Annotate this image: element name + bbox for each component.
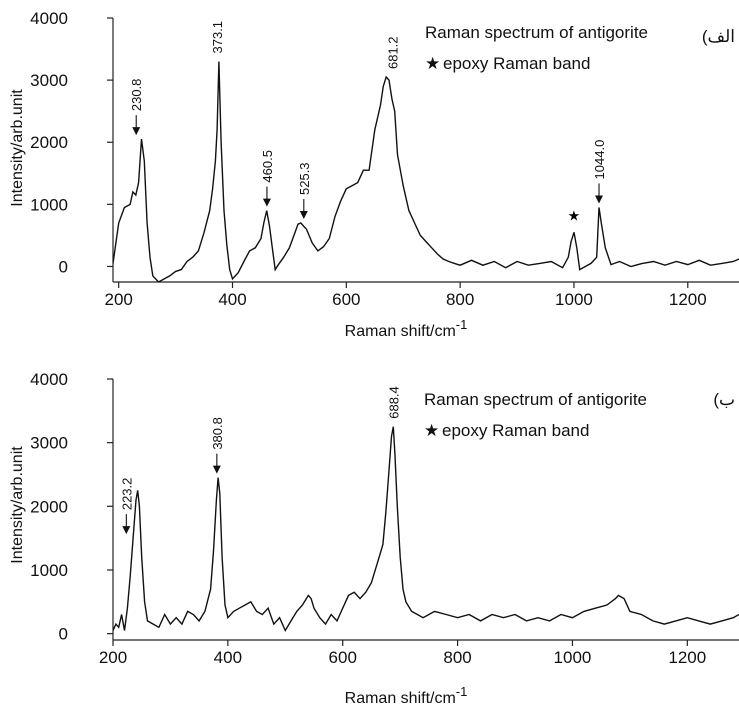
chart-title: Raman spectrum of antigorite — [425, 23, 648, 42]
y-tick-label: 0 — [59, 257, 68, 276]
y-tick-label: 2000 — [30, 497, 68, 516]
legend-label: epoxy Raman band — [442, 421, 589, 440]
peak-arrowhead — [212, 465, 221, 474]
x-axis-title: Raman shift/cm-1 — [345, 317, 468, 340]
peak-label: 373.1 — [210, 21, 225, 54]
x-tick-label: 1200 — [669, 290, 707, 309]
peak-arrowhead — [299, 210, 308, 219]
x-tick-label: 1000 — [554, 648, 592, 667]
chart-title: Raman spectrum of antigorite — [424, 390, 647, 409]
panel-label: (الف — [702, 27, 735, 46]
x-tick-label: 600 — [332, 290, 360, 309]
peak-label: 1044.0 — [592, 140, 607, 180]
y-axis-title: Intensity/arb.unit — [9, 89, 26, 207]
x-axis-title: Raman shift/cm-1 — [345, 684, 468, 707]
y-tick-label: 0 — [59, 625, 68, 644]
panel-label: (ب — [713, 390, 735, 409]
y-tick-label: 4000 — [30, 370, 68, 389]
spectrum-line — [113, 61, 739, 282]
panel-a: 0 1000 2000 3000 4000 200 400 600 800 1000 1200 Ram… — [9, 9, 739, 340]
y-tick-label: 3000 — [30, 71, 68, 90]
x-tick-label: 1000 — [555, 290, 593, 309]
legend-label: epoxy Raman band — [443, 54, 590, 73]
x-tick-label: 200 — [105, 290, 133, 309]
epoxy-star-marker: ★ — [568, 207, 581, 223]
x-tick-label: 400 — [214, 648, 242, 667]
peak-label: 380.8 — [210, 417, 225, 450]
panel-b: 0 1000 2000 3000 4000 200 400 600 800 1000 1200 Ram… — [9, 370, 739, 707]
y-tick-label: 1000 — [30, 561, 68, 580]
spectrum-line — [113, 426, 739, 633]
x-tick-label: 800 — [446, 290, 474, 309]
peak-label: 681.2 — [386, 36, 401, 69]
legend-star-icon: ★ — [424, 421, 439, 440]
peak-label: 460.5 — [260, 150, 275, 183]
peak-label: 525.3 — [297, 162, 312, 195]
x-tick-label: 600 — [329, 648, 357, 667]
peak-arrowhead — [595, 195, 604, 204]
x-tick-label: 1200 — [668, 648, 706, 667]
y-tick-label: 2000 — [30, 133, 68, 152]
y-tick-label: 1000 — [30, 195, 68, 214]
y-tick-label: 3000 — [30, 434, 68, 453]
peak-arrowhead — [262, 198, 271, 207]
peak-label: 223.2 — [119, 478, 134, 511]
peak-arrowhead — [132, 127, 141, 136]
legend-star-icon: ★ — [425, 54, 440, 73]
x-tick-label: 800 — [443, 648, 471, 667]
y-tick-label: 4000 — [30, 9, 68, 28]
peak-label: 230.8 — [129, 79, 144, 112]
x-tick-label: 200 — [99, 648, 127, 667]
x-tick-label: 400 — [218, 290, 246, 309]
peak-arrowhead — [122, 526, 131, 535]
y-axis-title: Intensity/arb.unit — [9, 446, 26, 564]
peak-label: 688.4 — [386, 386, 401, 419]
